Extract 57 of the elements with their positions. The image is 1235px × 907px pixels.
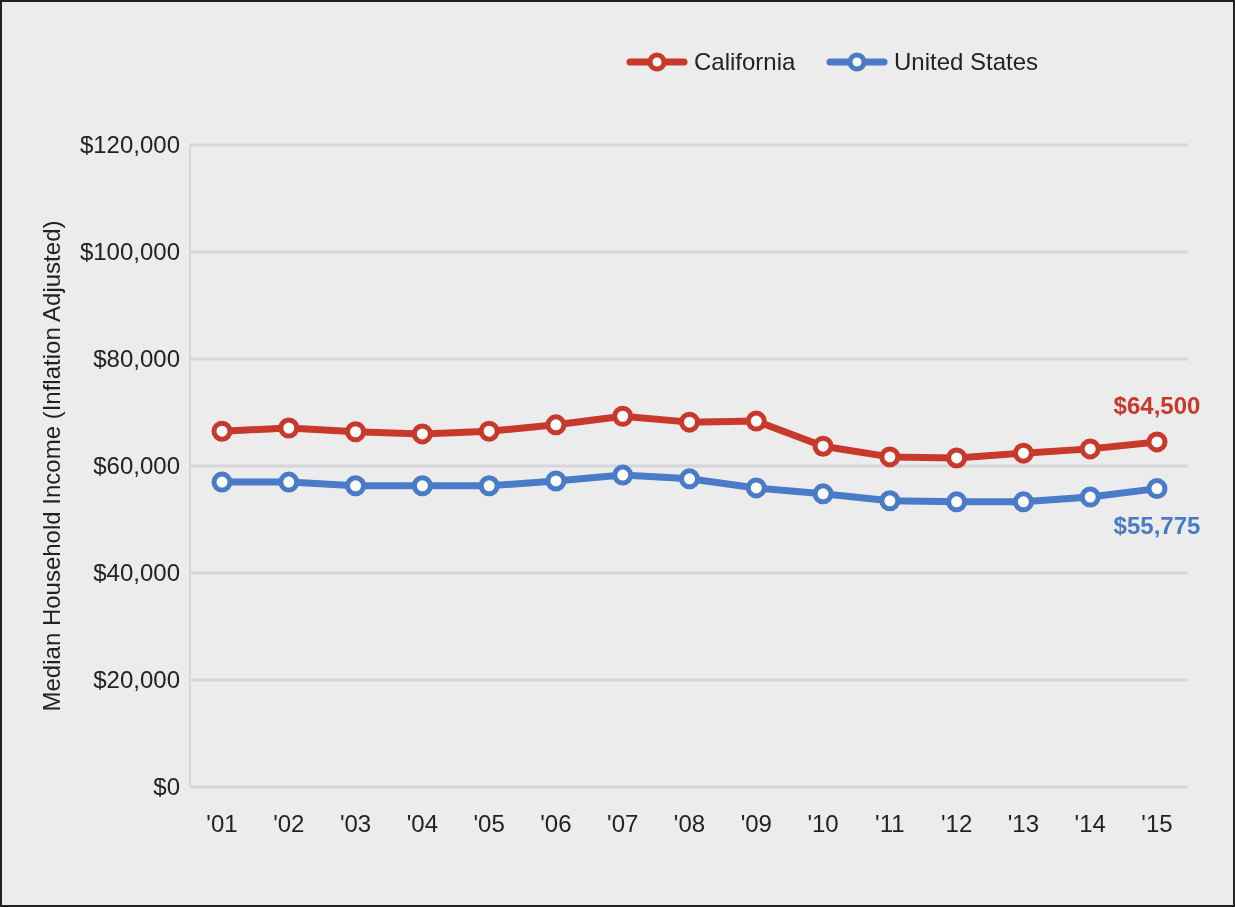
point — [1146, 431, 1168, 453]
point — [812, 483, 834, 505]
x-tick-label: '01 — [206, 810, 238, 837]
point — [411, 423, 433, 445]
x-tick-label: '03 — [339, 810, 372, 837]
annotation: $55,775 — [1113, 511, 1201, 539]
point — [1079, 438, 1101, 460]
x-tick-label: '15 — [1141, 810, 1173, 837]
y-tick-label: $80,000 — [93, 345, 180, 373]
x-tick-label: '05 — [473, 810, 505, 837]
point — [745, 410, 767, 432]
point — [946, 447, 968, 469]
point — [545, 470, 567, 492]
point — [1012, 442, 1034, 464]
point — [745, 477, 767, 499]
y-tick-label: $20,000 — [93, 666, 180, 694]
x-tick-label: '11 — [875, 810, 905, 837]
point — [345, 421, 367, 443]
x-tick-label: '10 — [807, 810, 839, 837]
y-tick-label: $100,000 — [79, 238, 180, 266]
point — [612, 464, 634, 486]
point — [345, 475, 367, 497]
x-tick-label: '12 — [941, 810, 973, 837]
y-tick-label: $0 — [153, 773, 180, 801]
x-tick-label: '04 — [406, 810, 438, 837]
point — [612, 405, 634, 427]
point — [879, 490, 901, 512]
y-tick-label: $60,000 — [93, 452, 180, 480]
point — [679, 468, 700, 490]
x-tick-label: '07 — [607, 810, 639, 837]
legend-label: California — [694, 48, 797, 76]
x-tick-label: '02 — [273, 810, 305, 837]
point — [478, 475, 500, 497]
point — [411, 475, 433, 497]
point — [1079, 486, 1101, 508]
y-tick-label: $120,000 — [79, 131, 180, 159]
x-tick-label: '06 — [540, 810, 572, 837]
point — [478, 420, 500, 442]
x-tick-label: '08 — [673, 810, 706, 837]
point — [879, 446, 901, 468]
annotation: $64,500 — [1113, 391, 1201, 419]
x-tick-label: '13 — [1007, 810, 1040, 837]
point — [211, 471, 233, 493]
point — [946, 491, 968, 513]
x-tick-label: '09 — [740, 810, 772, 837]
y-axis-title: Median Household Income (Inflation Adjusted) — [38, 220, 65, 712]
point — [679, 411, 700, 433]
point — [278, 471, 300, 493]
point — [278, 417, 300, 439]
y-tick-label: $40,000 — [93, 559, 180, 587]
x-tick-label: '14 — [1074, 810, 1106, 837]
point — [812, 435, 834, 457]
point — [545, 414, 567, 436]
point — [211, 420, 233, 442]
point — [1012, 491, 1034, 513]
point — [1146, 478, 1168, 500]
legend-label: United States — [894, 48, 1039, 76]
